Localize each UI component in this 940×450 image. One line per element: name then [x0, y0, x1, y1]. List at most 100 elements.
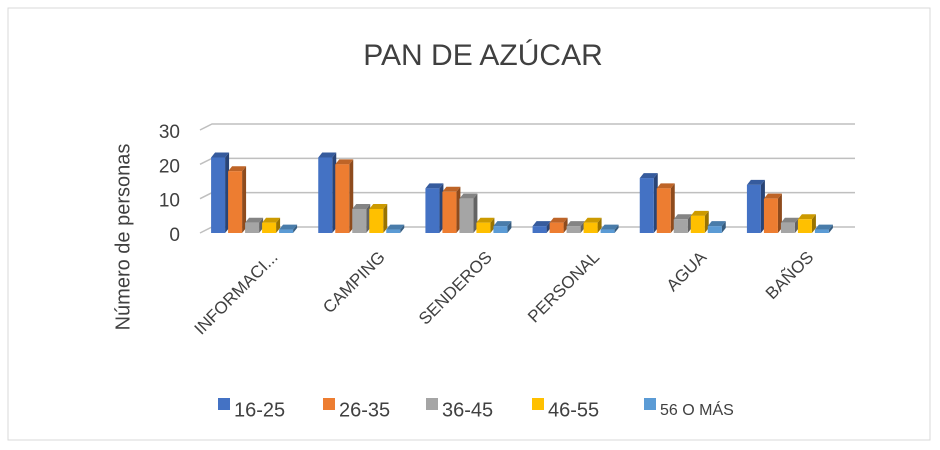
bar — [780, 217, 799, 233]
bar — [566, 221, 585, 233]
bar-face — [811, 214, 816, 233]
bar-face — [383, 203, 388, 233]
bar-face — [228, 171, 243, 233]
bar-face — [780, 217, 799, 223]
bar — [707, 221, 726, 233]
bar-face — [566, 221, 585, 227]
bar-face — [386, 224, 405, 230]
bar-face — [318, 157, 333, 233]
legend-label: 46-55 — [548, 399, 599, 421]
bar — [814, 224, 833, 233]
bar-face — [279, 229, 294, 233]
bar-face — [279, 224, 298, 230]
bar-face — [476, 222, 491, 233]
bar-face — [780, 222, 795, 233]
legend-label: 26-35 — [339, 399, 390, 421]
bar — [459, 193, 478, 233]
bar-face — [532, 221, 551, 227]
bar — [262, 217, 281, 233]
bar-face — [493, 226, 508, 233]
bar — [656, 183, 675, 233]
bar — [600, 224, 619, 233]
bar-face — [746, 184, 761, 233]
bar — [763, 193, 782, 233]
bar-face — [318, 152, 337, 158]
bar-face — [614, 224, 619, 233]
bar — [549, 217, 568, 233]
bar — [583, 217, 602, 233]
bar-face — [583, 217, 602, 223]
bar — [318, 152, 337, 233]
bar — [245, 217, 264, 233]
bar-face — [228, 166, 247, 172]
bar-face — [293, 224, 298, 233]
bar-face — [335, 164, 350, 233]
bar — [386, 224, 405, 233]
chart-title: PAN DE AZÚCAR — [363, 39, 603, 72]
bar-face — [369, 203, 388, 209]
bar-face — [352, 203, 371, 209]
y-axis-title: Número de personas — [112, 144, 134, 331]
bar — [279, 224, 298, 233]
bar-face — [425, 188, 440, 233]
bar-face — [262, 217, 281, 223]
bar — [532, 221, 551, 233]
bar-face — [583, 222, 598, 233]
bar — [228, 166, 247, 233]
bar-face — [211, 157, 226, 233]
bar-face — [656, 183, 675, 189]
bar-face — [245, 222, 260, 233]
bar-face — [442, 186, 461, 192]
legend-swatch — [323, 398, 335, 410]
bar-face — [656, 188, 671, 233]
bar-face — [459, 193, 478, 199]
bar-face — [763, 193, 782, 199]
bar-face — [797, 219, 812, 233]
bar-face — [673, 214, 692, 220]
bar-face — [721, 221, 726, 233]
bar — [442, 186, 461, 233]
bar-face — [690, 210, 709, 216]
bar-face — [597, 217, 602, 233]
bar-face — [532, 226, 547, 233]
legend-swatch — [644, 398, 656, 410]
bar-face — [335, 159, 354, 165]
bar — [425, 183, 444, 233]
bar-face — [549, 217, 568, 223]
bar-face — [262, 222, 277, 233]
y-tick-label: 10 — [159, 191, 180, 212]
bar-face — [814, 229, 829, 233]
bar-face — [493, 221, 512, 227]
bar-face — [600, 229, 615, 233]
bar — [639, 173, 658, 233]
bar — [335, 159, 354, 233]
bar-face — [600, 224, 619, 230]
bar-face — [814, 224, 833, 230]
bar-face — [828, 224, 833, 233]
bar-face — [707, 221, 726, 227]
bar-face — [369, 208, 384, 233]
bar-face — [242, 166, 247, 233]
bar-face — [476, 217, 495, 223]
bar-face — [746, 179, 765, 185]
bar-face — [566, 226, 581, 233]
legend-swatch — [218, 398, 230, 410]
bar-face — [549, 222, 564, 233]
legend-label: 36-45 — [442, 399, 493, 421]
bar — [369, 203, 388, 233]
bar-face — [245, 217, 264, 223]
bar-face — [639, 178, 654, 233]
bar-face — [690, 215, 705, 233]
bar-face — [507, 221, 512, 233]
legend-swatch — [532, 398, 544, 410]
bar — [493, 221, 512, 233]
bar-face — [797, 214, 816, 220]
bar-face — [442, 191, 457, 233]
bar-face — [707, 226, 722, 233]
bar — [673, 214, 692, 233]
bar-face — [763, 198, 778, 233]
bar-face — [211, 152, 230, 158]
bar — [476, 217, 495, 233]
y-tick-label: 20 — [159, 156, 180, 177]
